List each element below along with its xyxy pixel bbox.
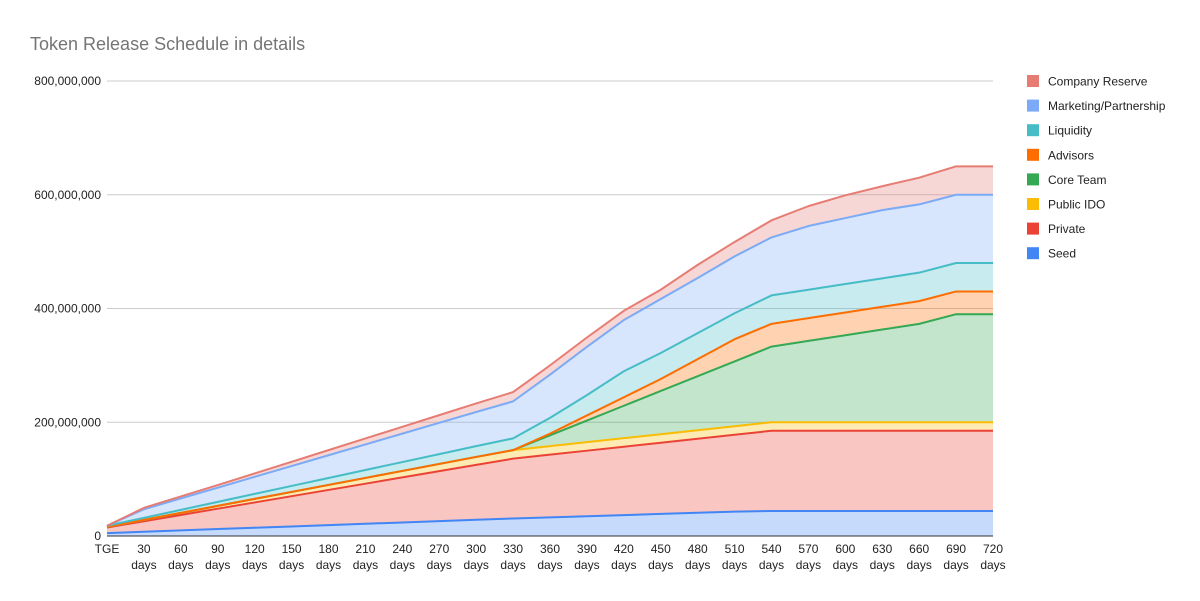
x-tick-label: 60 days bbox=[168, 542, 193, 572]
legend-item[interactable]: Company Reserve bbox=[1027, 75, 1148, 89]
area-core-team bbox=[107, 314, 993, 527]
legend-label: Company Reserve bbox=[1048, 75, 1148, 89]
x-tick-label: 300 days bbox=[463, 542, 488, 572]
y-tick-label: 600,000,000 bbox=[34, 188, 101, 202]
y-tick-label: 400,000,000 bbox=[34, 302, 101, 316]
line-liquidity bbox=[106, 262, 993, 527]
legend-swatch bbox=[1027, 198, 1039, 210]
x-tick-label: 90 days bbox=[205, 542, 230, 572]
legend-swatch bbox=[1027, 173, 1039, 186]
area-private bbox=[107, 430, 993, 534]
x-tick-label: 420 days bbox=[611, 542, 636, 572]
area-marketing-partnership bbox=[107, 194, 993, 526]
x-tick-label: 360 days bbox=[537, 542, 562, 572]
x-tick-label: 450 days bbox=[648, 542, 673, 572]
legend-swatch bbox=[1027, 148, 1039, 161]
x-tick-label: 510 days bbox=[722, 542, 747, 572]
legend-label: Liquidity bbox=[1048, 124, 1092, 138]
x-tick-label: 240 days bbox=[390, 542, 415, 572]
y-axis-ticks: 0 200,000,000 400,000,000 600,000,000 800,00… bbox=[34, 74, 101, 543]
y-tick-label: 0 bbox=[94, 529, 101, 543]
x-tick-label: 630 days bbox=[870, 542, 895, 572]
legend: Company Reserve Marketing/Partnership Liqu… bbox=[1027, 75, 1166, 261]
area-seed bbox=[107, 510, 993, 536]
chart-title: Token Release Schedule in details bbox=[30, 34, 305, 54]
legend-item[interactable]: Private bbox=[1027, 222, 1086, 236]
legend-item[interactable]: Core Team bbox=[1027, 173, 1106, 187]
legend-swatch bbox=[1027, 99, 1039, 112]
legend-label: Core Team bbox=[1048, 173, 1106, 187]
x-tick-label: 600 days bbox=[833, 542, 858, 572]
line-seed bbox=[106, 509, 993, 535]
legend-swatch bbox=[1027, 124, 1039, 137]
x-tick-label: 480 days bbox=[685, 542, 710, 572]
x-tick-label: 660 days bbox=[906, 542, 931, 572]
x-axis-ticks: TGE 30 days 60 days 90 days 120 days 150 days 180 da… bbox=[95, 542, 1006, 572]
line-marketing-partnership bbox=[106, 193, 993, 527]
x-tick-label: 270 days bbox=[427, 542, 452, 572]
legend-label: Private bbox=[1048, 222, 1086, 236]
legend-swatch bbox=[1027, 222, 1039, 235]
legend-item[interactable]: Public IDO bbox=[1027, 198, 1105, 212]
y-tick-label: 200,000,000 bbox=[34, 415, 101, 429]
x-tick-label: 570 days bbox=[796, 542, 821, 572]
legend-swatch bbox=[1027, 247, 1039, 260]
area-liquidity bbox=[107, 263, 993, 527]
x-tick-label: 120 days bbox=[242, 542, 267, 572]
legend-swatch bbox=[1027, 75, 1039, 87]
line-advisors bbox=[106, 290, 993, 528]
y-tick-label: 800,000,000 bbox=[34, 74, 101, 88]
legend-label: Advisors bbox=[1048, 148, 1094, 162]
x-tick-label: 180 days bbox=[316, 542, 341, 572]
legend-item[interactable]: Seed bbox=[1027, 247, 1076, 261]
x-tick-label: 330 days bbox=[500, 542, 525, 572]
area-company-reserve bbox=[107, 166, 993, 526]
legend-item[interactable]: Marketing/Partnership bbox=[1027, 99, 1166, 113]
x-tick-label: 30 days bbox=[131, 542, 156, 572]
x-tick-label: 540 days bbox=[759, 542, 784, 572]
line-company-reserve bbox=[106, 165, 993, 527]
line-private bbox=[106, 429, 993, 529]
legend-item[interactable]: Liquidity bbox=[1027, 124, 1092, 138]
x-tick-label: 150 days bbox=[279, 542, 304, 572]
x-tick-label: TGE bbox=[95, 542, 120, 556]
legend-label: Public IDO bbox=[1048, 198, 1105, 212]
legend-label: Seed bbox=[1048, 247, 1076, 261]
x-tick-label: 720 days bbox=[980, 542, 1005, 572]
area-advisors bbox=[107, 291, 993, 527]
x-tick-label: 210 days bbox=[353, 542, 378, 572]
area-layer bbox=[107, 166, 993, 536]
legend-item[interactable]: Advisors bbox=[1027, 148, 1094, 162]
line-layer bbox=[106, 165, 993, 535]
legend-label: Marketing/Partnership bbox=[1048, 99, 1166, 113]
x-tick-label: 390 days bbox=[574, 542, 599, 572]
x-tick-label: 690 days bbox=[943, 542, 968, 572]
